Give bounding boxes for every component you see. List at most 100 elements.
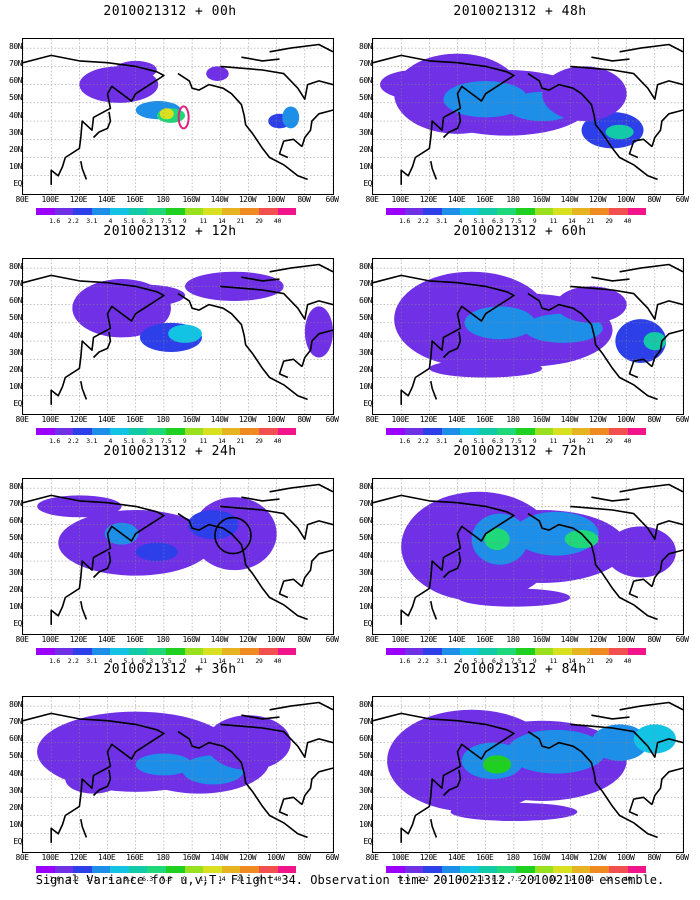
- colorbar-level-label: 1.6: [49, 437, 60, 445]
- latitude-label: 80N: [9, 41, 22, 51]
- latitude-label: 10N: [359, 820, 372, 830]
- colorbar-swatch: [423, 428, 442, 435]
- colorbar-level-label: 5.1: [123, 657, 135, 665]
- colorbar-level-label: 4: [458, 437, 463, 445]
- figure-caption: Signal Variance for u,v,T. Flight 34. Ob…: [35, 873, 665, 887]
- variance-contour-region: [282, 106, 300, 129]
- longitude-label: 80W: [647, 635, 661, 644]
- colorbar-swatch: [441, 648, 461, 655]
- colorbar-swatch: [516, 866, 535, 873]
- coastline: [619, 483, 683, 493]
- colorbar-level-label: 2.2: [67, 875, 79, 883]
- colorbar-labels: 1.6 2.2 3.1 4 5.1 6.3 7.5 9 11 14 21 29 40: [36, 657, 296, 665]
- latitude-label: EQ: [13, 399, 22, 409]
- colorbar-swatch: [91, 428, 111, 435]
- coastline: [301, 329, 333, 367]
- longitude-label: 80E: [365, 415, 379, 424]
- coastline: [651, 109, 683, 147]
- colorbar-swatch: [571, 866, 591, 873]
- colorbar-swatch: [553, 428, 572, 435]
- latitude-label: 40N: [9, 550, 22, 560]
- colorbar-swatch: [441, 428, 461, 435]
- latitude-label: 20N: [9, 802, 22, 812]
- latitude-label: 40N: [9, 110, 22, 120]
- colorbar-swatch: [553, 208, 572, 215]
- variance-contour-region: [100, 284, 186, 307]
- colorbar-level-label: 4: [458, 657, 463, 665]
- colorbar-level-label: 7.5: [160, 875, 172, 883]
- longitude-label: 100W: [266, 415, 285, 424]
- colorbar-swatch: [627, 208, 647, 215]
- latitude-label: 40N: [9, 768, 22, 778]
- colorbar-level-label: 5.1: [123, 437, 135, 445]
- longitude-label: 60W: [325, 415, 339, 424]
- coastline: [220, 65, 333, 100]
- colorbar-swatch: [497, 428, 517, 435]
- longitude-label: 120W: [588, 853, 607, 862]
- longitude-label: 80E: [365, 195, 379, 204]
- colorbar-swatch: [91, 208, 111, 215]
- colorbar-swatch: [423, 648, 442, 655]
- colorbar-swatch: [404, 648, 424, 655]
- longitude-label: 140E: [447, 635, 466, 644]
- colorbar-swatch: [184, 648, 204, 655]
- colorbar-swatch: [240, 208, 259, 215]
- longitude-label: 100W: [616, 415, 635, 424]
- longitude-label: 100W: [616, 635, 635, 644]
- colorbar-level-label: 6.3: [142, 217, 153, 225]
- variance-contour-region: [633, 724, 676, 754]
- colorbar-swatch: [110, 648, 129, 655]
- map-panel: 2010021312 + 48h 80N 70N 60N 50N 40N 30N 20N 10N…: [350, 0, 690, 225]
- longitude-label: 80E: [15, 853, 29, 862]
- longitude-label: 160E: [126, 635, 144, 644]
- colorbar-swatch: [147, 648, 167, 655]
- longitude-label: 160E: [476, 195, 494, 204]
- latitude-label: 40N: [359, 110, 372, 120]
- colorbar-swatch: [534, 428, 554, 435]
- colorbar-swatch: [258, 208, 278, 215]
- map-panel: 2010021312 + 72h 80N 70N 60N 50N 40N 30N 20N 10N…: [350, 440, 690, 665]
- colorbar-level-label: 29: [255, 217, 263, 225]
- map-plot-area: [372, 478, 684, 635]
- variance-contour-region: [450, 802, 578, 821]
- coastline: [430, 601, 438, 620]
- colorbar-level-label: 40: [623, 217, 632, 225]
- latitude-label: 60N: [359, 296, 372, 306]
- latitude-label: 10N: [9, 162, 22, 172]
- colorbar-swatch: [128, 866, 148, 873]
- colorbar-level-label: 7.5: [160, 217, 172, 225]
- colorbar-swatch: [184, 208, 204, 215]
- colorbar: [386, 208, 647, 215]
- coastline: [619, 263, 683, 273]
- latitude-label: 10N: [359, 602, 372, 612]
- latitude-label: 50N: [359, 533, 372, 543]
- longitude-label: 180: [156, 853, 170, 862]
- colorbar-level-label: 29: [255, 657, 263, 665]
- latitude-label: 10N: [9, 382, 22, 392]
- latitude-label: EQ: [13, 837, 22, 847]
- colorbar-level-label: 9: [182, 437, 187, 445]
- longitude-label: 140W: [210, 195, 229, 204]
- coastline: [527, 730, 658, 839]
- latitude-label: 80N: [9, 699, 22, 709]
- latitude-label: 70N: [359, 278, 372, 288]
- colorbar-level-label: 9: [532, 657, 537, 665]
- coastline: [628, 138, 653, 159]
- colorbar-level-label: 5.1: [473, 875, 485, 883]
- coastline: [269, 701, 333, 711]
- coastline: [241, 56, 280, 62]
- longitude-label: 120W: [238, 415, 257, 424]
- coastline: [442, 769, 462, 797]
- longitude-label: 120W: [588, 635, 607, 644]
- colorbar-level-label: 40: [273, 875, 282, 883]
- longitude-label: 80W: [297, 195, 311, 204]
- longitude-label: 60W: [675, 853, 689, 862]
- colorbar-swatch: [404, 428, 424, 435]
- colorbar-swatch: [608, 428, 628, 435]
- colorbar-swatch: [608, 866, 628, 873]
- colorbar-swatch: [91, 866, 111, 873]
- longitude-label: 120W: [588, 415, 607, 424]
- colorbar-level-label: 4: [108, 657, 113, 665]
- coastline: [23, 494, 165, 625]
- latitude-label: 30N: [9, 567, 22, 577]
